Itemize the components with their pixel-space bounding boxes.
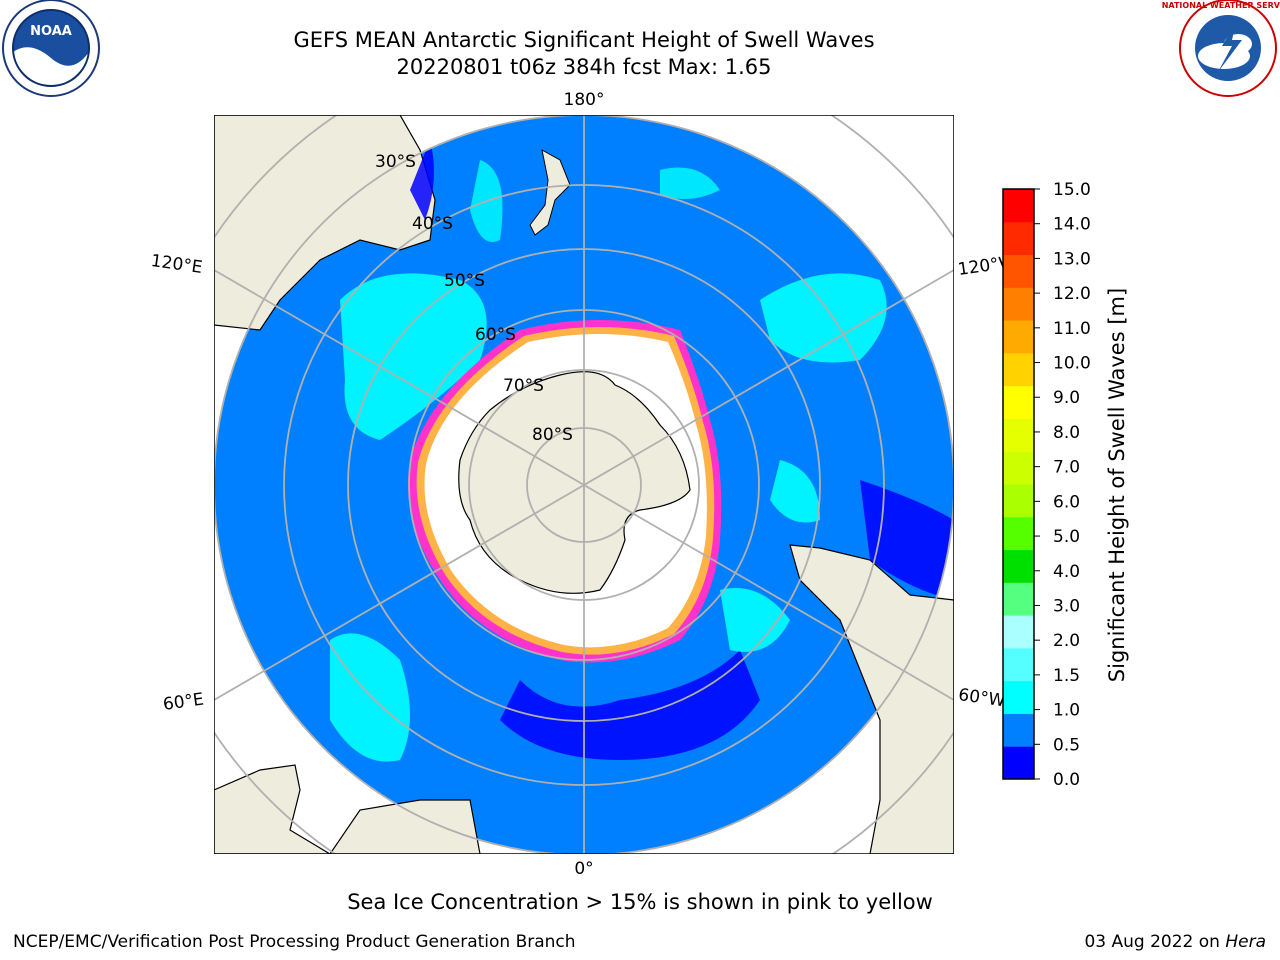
nws-logo-text: NATIONAL WEATHER SERVICE	[1162, 1, 1280, 10]
noaa-logo: NOAA	[2, 0, 100, 97]
colorbar-frame	[1002, 188, 1035, 780]
lon-label-0: 0°	[574, 859, 593, 879]
colorbar-label: Significant Height of Swell Waves [m]	[1105, 288, 1129, 682]
colorbar-tick-label: 12.0	[1053, 284, 1091, 304]
lon-label-60e: 60°E	[162, 689, 205, 714]
colorbar-bin	[1003, 221, 1034, 256]
footer-date: 03 Aug 2022 on Hera	[1084, 932, 1266, 952]
colorbar-tick-label: 11.0	[1053, 319, 1091, 339]
colorbar-bin	[1003, 352, 1034, 387]
colorbar-bin	[1003, 418, 1034, 452]
chart-title: GEFS MEAN Antarctic Significant Height o…	[293, 28, 875, 52]
colorbar-bin	[1003, 451, 1034, 485]
lat-label-60s: 60°S	[475, 325, 516, 345]
colorbar-tick-label: 4.0	[1053, 562, 1080, 582]
africa-land	[214, 764, 332, 854]
colorbar-bin	[1003, 680, 1034, 714]
colorbar-tick-label: 1.5	[1053, 666, 1080, 686]
lat-label-50s: 50°S	[444, 271, 485, 291]
colorbar-bin	[1003, 516, 1034, 551]
colorbar-tick-label: 7.0	[1053, 458, 1080, 478]
colorbar-bin	[1003, 746, 1034, 780]
graticule	[214, 115, 954, 854]
footer-date-text: 03 Aug 2022 on	[1084, 932, 1220, 952]
noaa-logo-text: NOAA	[30, 24, 72, 39]
colorbar-bin	[1003, 615, 1034, 649]
colorbar-bin	[1003, 484, 1034, 518]
colorbar-tick-label: 13.0	[1053, 249, 1091, 269]
colorbar-bin	[1003, 320, 1034, 354]
antarctica-land	[458, 371, 691, 594]
national-weather-service-logo: NATIONAL WEATHER SERVICE	[1162, 0, 1280, 97]
lon-label-120e: 120°E	[150, 251, 204, 278]
chart-subtitle: 20220801 t06z 384h fcst Max: 1.65	[396, 55, 772, 79]
colorbar-tick-label: 0.5	[1053, 735, 1080, 755]
lat-label-30s: 30°S	[375, 152, 416, 172]
colorbar-tick-label: 6.0	[1053, 492, 1080, 512]
colorbar-bin	[1003, 549, 1034, 583]
colorbar-bin	[1003, 582, 1034, 616]
colorbar-bin	[1003, 189, 1034, 223]
colorbar-bin	[1003, 254, 1034, 288]
colorbar-tick-label: 15.0	[1053, 180, 1091, 200]
colorbar-bin	[1003, 713, 1034, 747]
colorbar-tick-label: 8.0	[1053, 423, 1080, 443]
map-area	[214, 115, 954, 854]
colorbar-tick-label: 3.0	[1053, 596, 1080, 616]
footer-machine: Hera	[1225, 932, 1266, 952]
lat-label-80s: 80°S	[532, 425, 573, 445]
colorbar-bin	[1003, 647, 1034, 682]
colorbar-bin	[1003, 385, 1034, 419]
colorbar-tick-label: 9.0	[1053, 388, 1080, 408]
colorbar-tick-label: 5.0	[1053, 527, 1080, 547]
lon-label-60w: 60°W	[957, 685, 1006, 711]
colorbar-bin	[1003, 287, 1034, 321]
lat-label-40s: 40°S	[412, 214, 453, 234]
colorbar-tick-label: 0.0	[1053, 770, 1080, 790]
new-zealand-land	[529, 149, 571, 236]
sea-ice-caption: Sea Ice Concentration > 15% is shown in …	[347, 890, 933, 914]
colorbar: 15.0 14.0 13.0 12.0 11.0 10.0 9.0 8.0 7.0 6.0 5.0 4…	[1002, 180, 1091, 790]
lat-label-70s: 70°S	[503, 376, 544, 396]
colorbar-tick-label: 14.0	[1053, 215, 1091, 235]
lon-label-180: 180°	[564, 90, 605, 110]
colorbar-tick-label: 2.0	[1053, 631, 1080, 651]
colorbar-tick-label: 10.0	[1053, 354, 1091, 374]
colorbar-tick-label: 1.0	[1053, 701, 1080, 721]
latitude-labels: 30°S 40°S 50°S 60°S 70°S 80°S	[375, 152, 573, 445]
footer-credit: NCEP/EMC/Verification Post Processing Pr…	[13, 932, 576, 952]
